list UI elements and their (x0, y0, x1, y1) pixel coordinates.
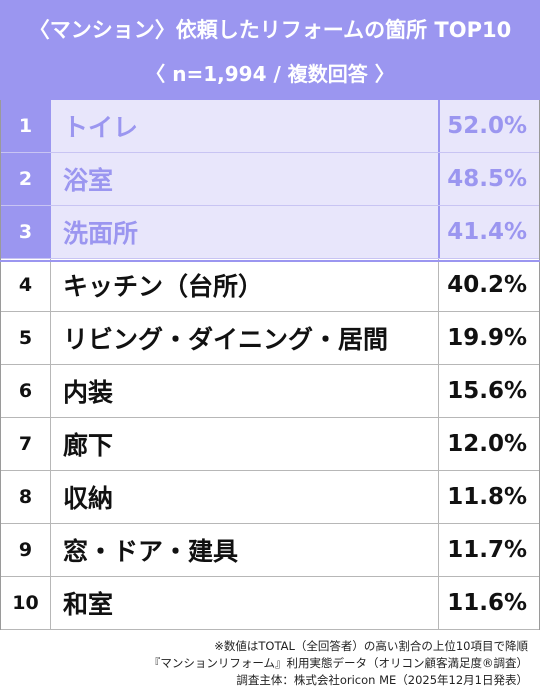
item-label: 洗面所 (63, 219, 139, 248)
item-label: 浴室 (63, 166, 114, 195)
rank-cell: 4 (1, 259, 51, 311)
item-label: 収納 (63, 484, 114, 513)
rank-cell: 5 (1, 312, 51, 364)
table-row: 1 トイレ 52.0% (1, 100, 539, 153)
footnote-line: 調査主体：株式会社oricon ME（2025年12月1日発表） (236, 673, 528, 687)
table-row: 5 リビング・ダイニング・居間 19.9% (1, 312, 539, 365)
rank-cell: 10 (1, 577, 51, 629)
percentage-value: 41.4% (438, 206, 539, 258)
percentage-value: 48.5% (438, 153, 539, 205)
percentage-value: 52.0% (438, 100, 539, 152)
table-row: 4 キッチン（台所） 40.2% (1, 259, 539, 312)
footnotes: ※数値はTOTAL（全回答者）の高い割合の上位10項目で降順 『マンションリフォ… (0, 638, 528, 689)
table-row: 9 窓・ドア・建具 11.7% (1, 524, 539, 577)
percentage-value: 11.7% (438, 524, 539, 576)
item-label: 窓・ドア・建具 (63, 537, 239, 566)
percentage-value: 11.6% (438, 577, 539, 629)
item-label: 廊下 (63, 431, 114, 460)
rank-cell: 7 (1, 418, 51, 470)
item-label: リビング・ダイニング・居間 (63, 325, 389, 354)
ranking-table: 1 トイレ 52.0% 2 浴室 48.5% 3 洗面所 41.4% 4 キッチン（台所） 40.2%… (0, 100, 540, 630)
item-label: キッチン（台所） (63, 272, 264, 301)
footnote-line: 『マンションリフォーム』利用実態データ（オリコン顧客満足度®調査） (148, 656, 528, 670)
chart-header: 〈マンション〉依頼したリフォームの箇所 TOP10 〈 n=1,994 / 複数… (0, 0, 540, 100)
percentage-value: 12.0% (438, 418, 539, 470)
table-row: 3 洗面所 41.4% (1, 206, 539, 259)
percentage-value: 40.2% (438, 259, 539, 311)
rank-cell: 2 (1, 153, 51, 205)
table-row: 8 収納 11.8% (1, 471, 539, 524)
rank-cell: 6 (1, 365, 51, 417)
item-label: 内装 (63, 378, 114, 407)
percentage-value: 15.6% (438, 365, 539, 417)
rank-cell: 8 (1, 471, 51, 523)
table-row: 7 廊下 12.0% (1, 418, 539, 471)
chart-subtitle: 〈 n=1,994 / 複数回答 〉 (145, 62, 395, 86)
table-row: 2 浴室 48.5% (1, 153, 539, 206)
rank-cell: 9 (1, 524, 51, 576)
percentage-value: 19.9% (438, 312, 539, 364)
item-label: トイレ (63, 113, 139, 142)
footnote-line: ※数値はTOTAL（全回答者）の高い割合の上位10項目で降順 (214, 639, 528, 653)
table-row: 6 内装 15.6% (1, 365, 539, 418)
table-row: 10 和室 11.6% (1, 577, 539, 630)
rank-cell: 3 (1, 206, 51, 258)
item-label: 和室 (63, 590, 114, 619)
rank-cell: 1 (1, 100, 51, 152)
percentage-value: 11.8% (438, 471, 539, 523)
chart-title: 〈マンション〉依頼したリフォームの箇所 TOP10 (28, 18, 512, 42)
